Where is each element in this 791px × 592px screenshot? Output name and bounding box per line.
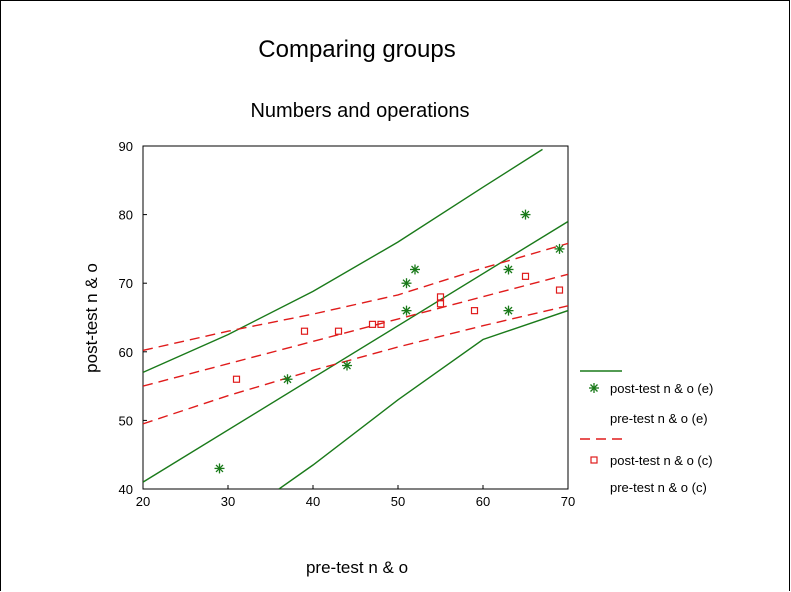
y-axis-ticks: 40 50 60 70 80 90 <box>119 139 147 497</box>
asterisk-point <box>282 374 293 385</box>
x-axis-label: pre-test n & o <box>306 558 408 577</box>
asterisk-point <box>401 305 412 316</box>
upper-band-line <box>143 148 543 374</box>
x-tick-label: 50 <box>391 494 405 509</box>
asterisk-point <box>342 360 352 371</box>
data-points <box>214 209 565 474</box>
lower-band-line <box>143 305 568 425</box>
legend-label-pre-c: pre-test n & o (c) <box>610 480 707 495</box>
chart-subtitle: Numbers and operations <box>250 100 469 122</box>
legend-square-icon <box>590 456 598 464</box>
square-point <box>232 375 241 383</box>
x-tick-label: 30 <box>221 494 235 509</box>
y-tick-label: 50 <box>119 413 133 428</box>
asterisk-point <box>401 278 412 289</box>
y-tick-label: 40 <box>119 482 133 497</box>
x-tick-label: 70 <box>561 494 575 509</box>
asterisk-point <box>503 264 514 275</box>
x-axis-ticks: 20 30 40 50 60 70 <box>136 485 575 509</box>
asterisk-point <box>410 264 420 275</box>
legend-asterisk-icon <box>589 383 599 393</box>
asterisk-point <box>503 305 514 316</box>
square-point <box>368 320 377 328</box>
fit-line <box>143 273 568 387</box>
square-point <box>521 272 530 280</box>
legend-label-post-c: post-test n & o (c) <box>610 453 713 468</box>
y-tick-label: 80 <box>119 208 133 223</box>
asterisk-point <box>554 243 565 254</box>
square-point <box>470 307 479 315</box>
square-point <box>555 286 564 294</box>
fit-line <box>143 220 568 483</box>
square-point <box>436 300 445 308</box>
legend-label-pre-e: pre-test n & o (e) <box>610 411 708 426</box>
asterisk-point <box>520 209 531 220</box>
y-tick-label: 60 <box>119 345 133 360</box>
square-point <box>377 320 385 328</box>
square-point <box>300 327 309 335</box>
lower-band-line <box>278 309 568 489</box>
y-tick-label: 70 <box>119 276 133 291</box>
y-axis-label: post-test n & o <box>82 263 101 373</box>
upper-band-line <box>143 242 568 352</box>
chart-title: Comparing groups <box>258 36 455 63</box>
legend: post-test n & o (e) pre-test n & o (e) pos… <box>580 370 713 495</box>
x-tick-label: 20 <box>136 494 150 509</box>
y-tick-label: 90 <box>119 139 133 154</box>
x-tick-label: 40 <box>306 494 320 509</box>
asterisk-point <box>214 463 225 474</box>
x-tick-label: 60 <box>476 494 490 509</box>
legend-label-post-e: post-test n & o (e) <box>610 381 713 396</box>
fit-lines <box>143 148 568 489</box>
square-point <box>436 293 445 301</box>
square-point <box>334 327 343 335</box>
plot-area-border <box>142 145 569 490</box>
